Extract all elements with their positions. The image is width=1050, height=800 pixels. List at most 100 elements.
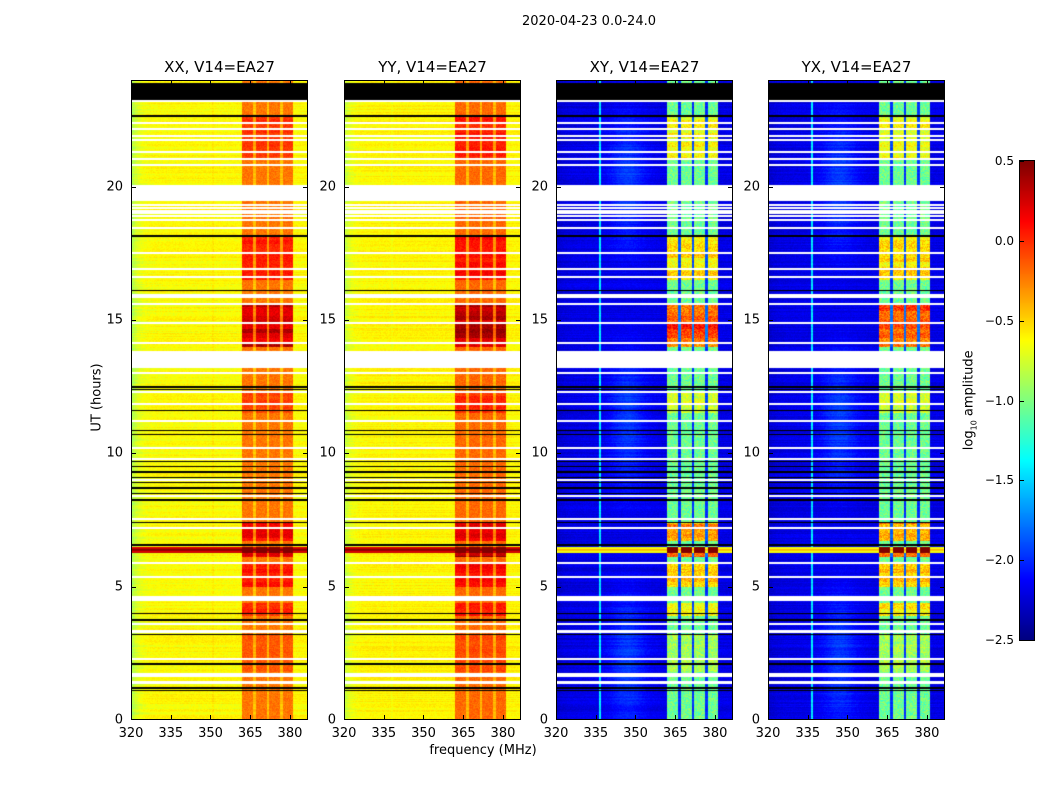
- colorbar-tick-label: −2.5: [984, 633, 1014, 647]
- y-tick-mark: [516, 586, 521, 588]
- y-tick-mark: [516, 186, 521, 188]
- x-tick-mark: [423, 715, 425, 720]
- x-tick-label: 335: [158, 726, 184, 741]
- x-tick-label: 335: [371, 726, 397, 741]
- panel-xx: XX, V14=EA27 0 5 10 15 20 320 335 350 365 380: [106, 58, 308, 741]
- x-tick-mark: [556, 715, 557, 720]
- y-tick-mark: [344, 719, 349, 720]
- x-tick-mark: [807, 80, 809, 85]
- panel-title: XY, V14=EA27: [589, 58, 700, 76]
- x-tick-mark: [463, 715, 465, 720]
- y-tick-label: 0: [327, 712, 336, 728]
- y-tick-mark: [768, 453, 773, 455]
- x-tick-label: 320: [118, 726, 144, 741]
- y-tick-label: 15: [106, 312, 123, 328]
- x-axis-label: frequency (MHz): [429, 743, 537, 758]
- x-tick-mark: [887, 715, 889, 720]
- y-tick-mark: [728, 453, 733, 455]
- x-tick-mark: [423, 80, 425, 85]
- y-tick-mark: [556, 586, 561, 588]
- y-tick-label: 10: [531, 445, 548, 461]
- colorbar-tick-mark: [1020, 320, 1024, 322]
- x-tick-mark: [675, 715, 677, 720]
- y-tick-mark: [303, 320, 308, 321]
- x-tick-mark: [250, 715, 252, 720]
- x-tick-label: 335: [583, 726, 609, 741]
- colorbar: 0.5 0.0 −0.5 −1.0 −1.5 −2.0 −2.5: [985, 154, 1035, 647]
- y-tick-mark: [556, 453, 561, 455]
- y-tick-mark: [131, 186, 136, 188]
- y-tick-label: 5: [327, 579, 336, 595]
- y-tick-mark: [131, 453, 136, 455]
- x-tick-label: 320: [331, 726, 357, 741]
- heatmap-image: [556, 80, 733, 720]
- x-tick-mark: [768, 715, 769, 720]
- colorbar-label: log10 amplitude: [961, 350, 979, 451]
- y-tick-label: 5: [539, 579, 548, 595]
- y-tick-mark: [768, 719, 773, 720]
- panel-yx: YX, V14=EA27 0 5 10 15 20 320 335 350 365 380: [743, 58, 945, 741]
- y-tick-label: 0: [114, 712, 123, 728]
- x-tick-mark: [595, 715, 597, 720]
- colorbar-tick-label: 0.0: [994, 233, 1014, 248]
- y-tick-label: 15: [743, 312, 760, 328]
- y-tick-label: 10: [319, 445, 336, 461]
- x-tick-mark: [131, 80, 132, 85]
- colorbar-tick-label: −2.0: [984, 553, 1014, 568]
- y-tick-mark: [344, 453, 349, 455]
- x-tick-mark: [926, 80, 928, 85]
- x-tick-mark: [289, 715, 291, 720]
- panel-xy: XY, V14=EA27 0 5 10 15 20 320 335 350 365 380: [531, 58, 733, 741]
- y-tick-label: 15: [531, 312, 548, 328]
- x-tick-mark: [502, 80, 504, 85]
- y-tick-label: 0: [751, 712, 760, 728]
- x-tick-label: 320: [755, 726, 781, 741]
- x-tick-label: 380: [914, 726, 940, 741]
- x-tick-mark: [131, 715, 132, 720]
- heatmap-image: [344, 80, 521, 720]
- panel-title: XX, V14=EA27: [164, 58, 275, 76]
- x-tick-label: 380: [277, 726, 303, 741]
- y-tick-mark: [303, 586, 308, 588]
- x-tick-mark: [170, 80, 172, 85]
- panel-title: YY, V14=EA27: [378, 58, 487, 76]
- y-tick-mark: [556, 186, 561, 188]
- x-tick-mark: [635, 80, 637, 85]
- y-tick-mark: [131, 586, 136, 588]
- colorbar-tick-mark: [1020, 240, 1024, 242]
- x-tick-label: 335: [795, 726, 821, 741]
- y-tick-mark: [940, 186, 945, 188]
- x-tick-label: 350: [835, 726, 860, 741]
- x-tick-mark: [595, 80, 597, 85]
- y-tick-label: 10: [106, 445, 123, 461]
- y-tick-mark: [516, 719, 521, 720]
- colorbar-tick-label: −1.5: [984, 473, 1014, 488]
- y-tick-mark: [131, 320, 136, 321]
- heatmap-image: [768, 80, 945, 720]
- x-tick-label: 380: [490, 726, 516, 741]
- x-tick-mark: [289, 80, 291, 85]
- x-tick-mark: [383, 715, 385, 720]
- panel-yy: YY, V14=EA27 0 5 10 15 20 320 335 350 365 380: [319, 58, 521, 741]
- x-tick-mark: [344, 80, 345, 85]
- x-tick-label: 365: [662, 726, 688, 741]
- y-tick-label: 15: [319, 312, 336, 328]
- panel-title: YX, V14=EA27: [801, 58, 912, 76]
- colorbar-tick-mark: [1020, 400, 1024, 402]
- y-tick-mark: [131, 719, 136, 720]
- y-tick-mark: [728, 186, 733, 188]
- y-tick-mark: [728, 719, 733, 720]
- x-tick-mark: [635, 715, 637, 720]
- y-tick-mark: [940, 719, 945, 720]
- y-tick-mark: [940, 453, 945, 455]
- x-tick-mark: [847, 80, 849, 85]
- x-tick-label: 350: [411, 726, 436, 741]
- x-tick-label: 350: [198, 726, 223, 741]
- y-tick-label: 20: [319, 179, 336, 195]
- y-tick-mark: [303, 186, 308, 188]
- y-tick-mark: [556, 320, 561, 321]
- x-tick-mark: [463, 80, 465, 85]
- x-tick-label: 350: [623, 726, 648, 741]
- x-tick-mark: [675, 80, 677, 85]
